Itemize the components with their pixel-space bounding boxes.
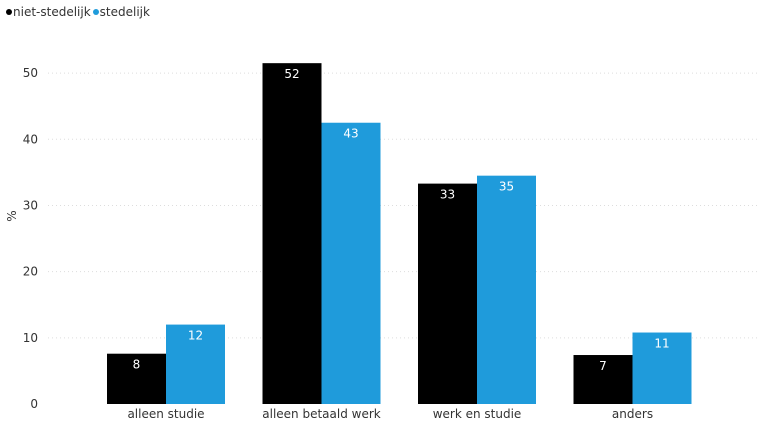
y-tick-label-50: 50 [23, 66, 38, 80]
y-tick-label-10: 10 [23, 331, 38, 345]
data-label-niet-stedelijk-1: 52 [284, 67, 299, 81]
bar-stedelijk-3[interactable] [632, 332, 692, 404]
x-tick-label-2: werk en studie [433, 407, 522, 421]
bar-niet-stedelijk-0[interactable] [107, 353, 166, 404]
y-tick-label-0: 0 [30, 397, 38, 411]
data-label-stedelijk-0: 12 [188, 329, 203, 343]
legend: niet-stedelijk stedelijk [6, 5, 152, 19]
data-label-niet-stedelijk-3: 7 [599, 359, 607, 373]
legend-item-stedelijk[interactable]: stedelijk [92, 5, 150, 19]
axes: % 0 10 20 30 40 50 alleen studie alleen betaald… [5, 66, 653, 421]
data-label-niet-stedelijk-0: 8 [133, 358, 141, 372]
legend-label-stedelijk: stedelijk [99, 5, 150, 19]
legend-marker-niet-stedelijk [6, 9, 12, 15]
legend-item-niet-stedelijk[interactable]: niet-stedelijk [6, 5, 91, 19]
x-tick-label-3: anders [612, 407, 653, 421]
x-tick-label-0: alleen studie [127, 407, 204, 421]
legend-marker-stedelijk [92, 9, 99, 15]
y-tick-label-40: 40 [23, 132, 38, 146]
data-label-stedelijk-1: 43 [343, 127, 358, 141]
data-label-stedelijk-2: 35 [499, 180, 514, 194]
legend-label-niet-stedelijk: niet-stedelijk [13, 5, 91, 19]
bars: 8 12 52 43 33 35 7 11 [107, 63, 692, 405]
y-axis-title: % [5, 210, 19, 221]
bar-niet-stedelijk-2[interactable] [418, 183, 477, 404]
data-label-niet-stedelijk-2: 33 [440, 188, 455, 202]
x-tick-label-1: alleen betaald werk [262, 407, 381, 421]
bar-stedelijk-1[interactable] [321, 122, 381, 405]
gridlines [48, 72, 758, 339]
bar-niet-stedelijk-1[interactable] [262, 63, 322, 404]
data-label-stedelijk-3: 11 [654, 337, 669, 351]
bar-stedelijk-2[interactable] [477, 175, 536, 404]
bar-niet-stedelijk-3[interactable] [573, 355, 633, 404]
bar-stedelijk-0[interactable] [166, 324, 225, 404]
y-tick-label-20: 20 [23, 265, 38, 279]
y-tick-label-30: 30 [23, 198, 38, 212]
